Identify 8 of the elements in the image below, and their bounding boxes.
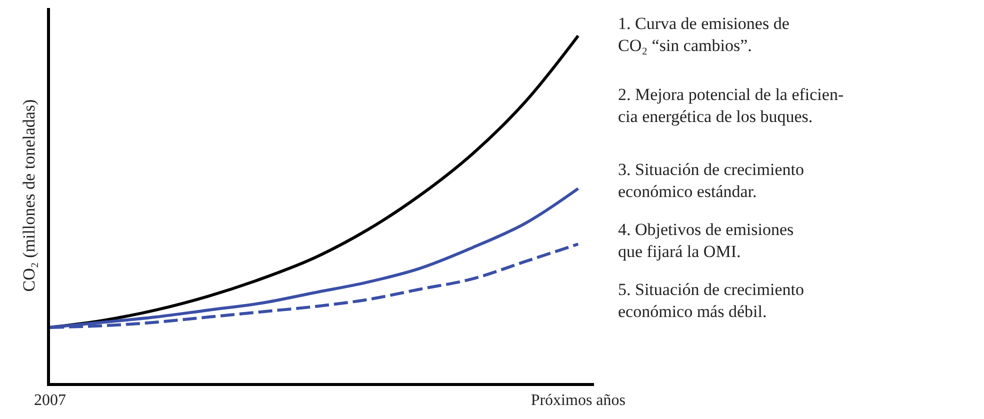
text: 1. Curva de emisiones de CO₂ “sin cambios”. [618, 14, 790, 56]
x-tick-label: 2007 [34, 392, 66, 410]
text: 3. Situación de crecimiento económico estándar. [618, 160, 804, 202]
text: 5. Situación de crecimiento económico más débil. [618, 280, 804, 322]
text: 4. Objetivos de emisiones que fijará la OMI. [618, 220, 794, 262]
text: 2. Mejora potencial de la eficien- cia energética de los buques. [618, 85, 844, 126]
x-tick-label: Próximos años [530, 392, 626, 410]
y-axis-title: CO₂ (millones de toneladas) [20, 99, 39, 292]
